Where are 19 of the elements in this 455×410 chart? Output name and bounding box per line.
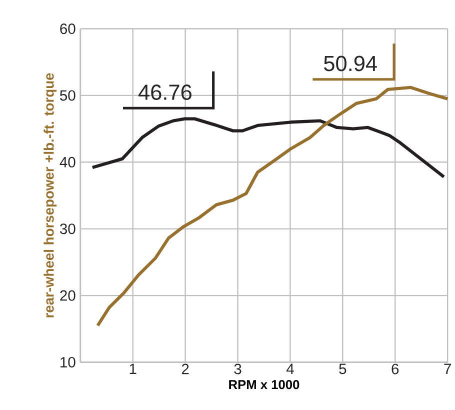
line-series — [90, 117, 446, 178]
x-tick-label: 1 — [130, 364, 136, 374]
y-tick-label: 60 — [60, 24, 76, 34]
y-tick-label: 10 — [60, 357, 76, 368]
x-tick-label: 3 — [234, 364, 242, 374]
y-axis-title: rear-wheel horsepower +lb.-ft. torque — [44, 73, 57, 318]
annotation: 50.94 — [324, 56, 377, 72]
x-tick-label: 7 — [444, 364, 451, 374]
x-tick-label: 2 — [182, 364, 189, 374]
line-series — [96, 86, 450, 328]
x-tick-label: 4 — [286, 364, 294, 374]
y-tick-label: 20 — [60, 290, 76, 301]
x-axis-title: RPM x 1000 — [229, 380, 300, 390]
x-tick-label: 5 — [339, 364, 346, 374]
y-tick-label: 50 — [60, 90, 76, 101]
y-tick-label: 30 — [60, 224, 76, 234]
y-tick-label: 40 — [60, 156, 76, 168]
annotation: 46.76 — [138, 84, 192, 100]
x-tick-label: 6 — [392, 364, 399, 374]
